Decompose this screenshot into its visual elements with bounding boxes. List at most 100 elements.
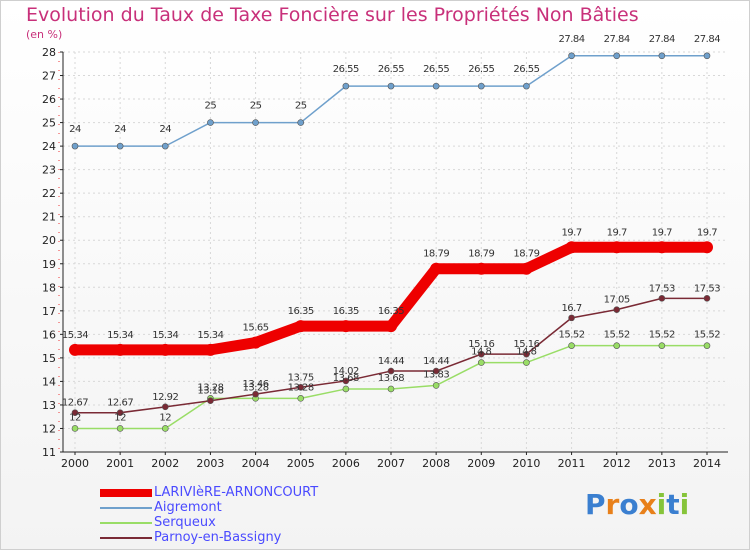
data-label-serqueux: 15.52 [604, 330, 630, 341]
y-tick-label: 13 [42, 399, 56, 412]
data-point-serqueux [387, 385, 395, 393]
data-point-parnoy-en-bassigny [116, 409, 124, 417]
x-tick-label: 2004 [242, 457, 270, 470]
data-point-larivi-re-arnoncourt [385, 320, 397, 333]
data-point-aigremont [252, 119, 259, 126]
data-point-serqueux [71, 425, 79, 432]
data-point-larivi-re-arnoncourt [159, 343, 172, 356]
data-point-serqueux [568, 342, 575, 349]
logo-letter: i [679, 488, 690, 521]
data-label-larivi-re-arnoncourt: 15.34 [62, 330, 88, 341]
data-point-aigremont [658, 52, 666, 60]
data-point-larivi-re-arnoncourt [204, 343, 217, 356]
data-point-aigremont [703, 52, 711, 60]
logo-letter: x [638, 488, 657, 521]
x-tick-label: 2009 [467, 457, 495, 470]
data-point-aigremont [207, 119, 214, 126]
data-label-serqueux: 12 [69, 412, 81, 423]
legend-swatch-serqueux [100, 522, 152, 524]
data-point-aigremont [523, 82, 530, 90]
y-tick-label: 17 [42, 305, 56, 318]
data-point-larivi-re-arnoncourt [565, 241, 578, 254]
x-tick-label: 2000 [61, 457, 89, 470]
data-point-serqueux [523, 359, 530, 366]
data-point-serqueux [432, 382, 440, 389]
data-point-larivi-re-arnoncourt [294, 320, 307, 333]
y-tick-label: 20 [42, 234, 56, 247]
data-point-serqueux [613, 342, 621, 349]
data-point-serqueux [116, 425, 124, 432]
y-tick-label: 11 [42, 446, 56, 459]
data-label-aigremont: 24 [69, 124, 81, 135]
data-point-larivi-re-arnoncourt [701, 241, 713, 254]
data-label-parnoy-en-bassigny: 14.44 [423, 356, 449, 367]
y-tick-label: 12 [42, 422, 56, 435]
x-tick-label: 2010 [512, 457, 540, 470]
data-label-parnoy-en-bassigny: 13.75 [288, 372, 314, 383]
data-point-parnoy-en-bassigny [252, 390, 259, 398]
legend-label-parnoy: Parnoy-en-Bassigny [154, 530, 282, 545]
data-point-larivi-re-arnoncourt [114, 343, 127, 356]
legend-swatch-lariviere [100, 489, 152, 497]
legend-swatch-aigremont [100, 507, 152, 509]
data-point-serqueux [161, 425, 169, 432]
data-label-aigremont: 27.84 [694, 34, 720, 45]
data-label-serqueux: 13.28 [288, 382, 314, 393]
data-label-aigremont: 26.55 [423, 64, 449, 75]
data-label-parnoy-en-bassigny: 15.16 [513, 339, 539, 350]
data-label-serqueux: 12 [159, 412, 171, 423]
data-label-parnoy-en-bassigny: 13.18 [197, 386, 223, 397]
data-label-parnoy-en-bassigny: 15.16 [468, 339, 494, 350]
data-label-larivi-re-arnoncourt: 15.34 [107, 330, 133, 341]
data-point-aigremont [387, 82, 395, 90]
y-tick-label: 27 [42, 70, 56, 83]
data-label-aigremont: 24 [159, 124, 171, 135]
data-point-serqueux [477, 359, 485, 366]
y-tick-label: 19 [42, 258, 56, 271]
data-point-parnoy-en-bassigny [161, 403, 169, 411]
x-tick-label: 2014 [693, 457, 721, 470]
data-label-larivi-re-arnoncourt: 15.34 [152, 330, 178, 341]
data-label-serqueux: 14.8 [516, 347, 536, 358]
data-label-serqueux: 15.52 [559, 330, 585, 341]
y-tick-label: 22 [42, 187, 56, 200]
data-point-aigremont [71, 142, 79, 150]
data-label-serqueux: 12 [114, 412, 126, 423]
data-point-aigremont [342, 82, 350, 90]
x-tick-label: 2012 [603, 457, 631, 470]
data-label-aigremont: 24 [114, 124, 126, 135]
data-label-parnoy-en-bassigny: 12.67 [62, 398, 88, 409]
y-tick-label: 26 [42, 93, 56, 106]
x-tick-label: 2013 [648, 457, 676, 470]
legend-label-lariviere: LARIVIèRE-ARNONCOURT [154, 485, 319, 500]
data-point-larivi-re-arnoncourt [339, 320, 352, 333]
data-point-parnoy-en-bassigny [658, 295, 666, 302]
data-label-larivi-re-arnoncourt: 15.34 [197, 330, 223, 341]
data-point-aigremont [477, 82, 485, 90]
data-point-aigremont [613, 52, 621, 60]
data-point-larivi-re-arnoncourt [249, 336, 262, 349]
data-label-parnoy-en-bassigny: 12.92 [152, 392, 178, 403]
data-point-larivi-re-arnoncourt [520, 262, 533, 275]
x-tick-label: 2008 [422, 457, 450, 470]
x-tick-label: 2001 [106, 457, 134, 470]
data-label-larivi-re-arnoncourt: 19.7 [607, 227, 627, 238]
data-label-parnoy-en-bassigny: 17.53 [694, 283, 720, 294]
logo-letter: o [619, 488, 639, 521]
data-label-aigremont: 27.84 [559, 34, 585, 45]
data-label-aigremont: 27.84 [604, 34, 630, 45]
data-label-serqueux: 13.83 [423, 369, 449, 380]
legend-label-aigremont: Aigremont [154, 500, 222, 515]
logo-letter: P [585, 488, 606, 521]
data-point-parnoy-en-bassigny [387, 367, 395, 375]
data-point-serqueux [297, 395, 305, 402]
data-label-parnoy-en-bassigny: 14.02 [333, 366, 359, 377]
data-label-parnoy-en-bassigny: 14.44 [378, 356, 404, 367]
data-point-larivi-re-arnoncourt [69, 343, 81, 356]
data-label-larivi-re-arnoncourt: 19.7 [561, 227, 581, 238]
y-tick-label: 14 [42, 375, 56, 388]
data-point-serqueux [342, 385, 350, 393]
chart-unit-label: (en %) [26, 28, 63, 41]
